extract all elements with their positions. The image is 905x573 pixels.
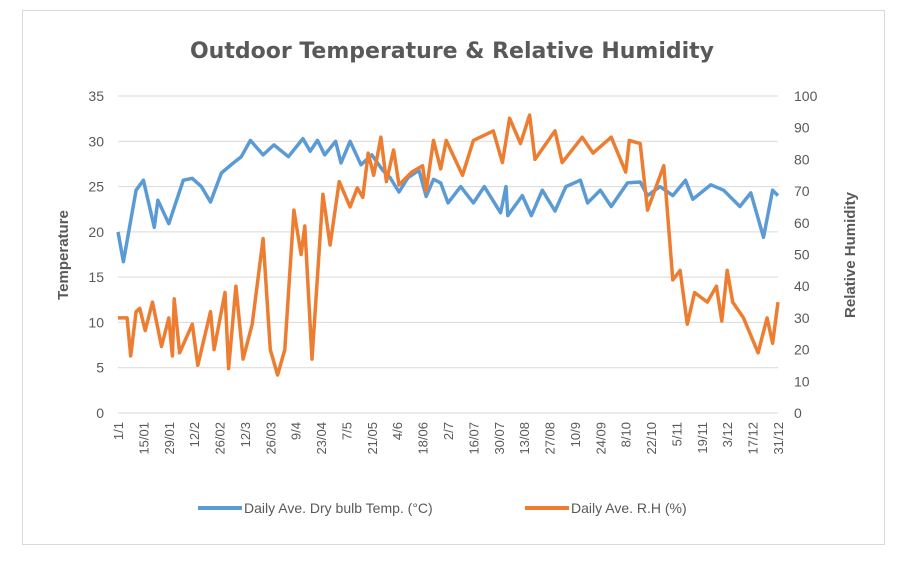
legend-item: Daily Ave. R.H (%) <box>525 500 687 516</box>
y2-tick-label: 60 <box>794 215 810 231</box>
x-tick-label: 1/1 <box>111 422 126 440</box>
y-tick-label: 10 <box>88 314 104 330</box>
legend-label: Daily Ave. Dry bulb Temp. (°C) <box>244 500 433 516</box>
x-tick-label: 18/06 <box>416 422 431 455</box>
legend-item: Daily Ave. Dry bulb Temp. (°C) <box>198 500 433 516</box>
x-tick-label: 19/11 <box>695 422 710 454</box>
x-tick-label: 4/6 <box>390 422 405 440</box>
y2-tick-label: 10 <box>794 373 810 389</box>
x-tick-label: 26/03 <box>263 422 278 455</box>
series-lines <box>116 113 780 377</box>
y-tick-label: 35 <box>88 88 104 104</box>
x-tick-label: 8/10 <box>619 422 634 447</box>
x-tick-label: 23/04 <box>314 422 329 455</box>
y2-tick-label: 50 <box>794 247 810 263</box>
y-tick-label: 5 <box>96 360 104 376</box>
x-tick-label: 21/05 <box>365 422 380 455</box>
y2-tick-label: 40 <box>794 278 810 294</box>
x-tick-label: 24/09 <box>593 422 608 455</box>
y-tick-label: 30 <box>88 133 104 149</box>
x-tick-label: 29/01 <box>162 422 177 455</box>
series-line-humidity <box>118 113 780 377</box>
x-tick-label: 22/10 <box>644 422 659 455</box>
x-tick-label: 7/5 <box>339 422 354 440</box>
x-tick-label: 15/01 <box>136 422 151 455</box>
legend: Daily Ave. Dry bulb Temp. (°C) Daily Ave.… <box>198 500 687 516</box>
x-tick-label: 5/11 <box>669 422 684 446</box>
x-tick-label: 10/9 <box>568 422 583 447</box>
x-tick-label: 27/08 <box>543 422 558 455</box>
y2-tick-label: 70 <box>794 183 810 199</box>
x-axis: 1/1 15/01 29/01 12/2 26/02 12/3 26/03 9/4 23/04 7… <box>111 422 786 455</box>
y-tick-label: 20 <box>88 224 104 240</box>
x-tick-label: 26/02 <box>213 422 228 455</box>
x-tick-label: 16/07 <box>466 422 481 455</box>
y-tick-label: 25 <box>88 179 104 195</box>
y-axis-right: 0 10 20 30 40 50 60 70 80 90 100 <box>794 88 818 421</box>
y2-tick-label: 100 <box>794 88 818 104</box>
x-tick-label: 9/4 <box>289 422 304 440</box>
y-axis-title: Temperature <box>55 210 72 300</box>
x-tick-label: 12/2 <box>187 422 202 447</box>
y-tick-label: 0 <box>96 405 104 421</box>
chart-title: Outdoor Temperature & Relative Humidity <box>190 39 714 64</box>
y2-tick-label: 30 <box>794 310 810 326</box>
legend-label: Daily Ave. R.H (%) <box>571 500 687 516</box>
x-tick-label: 13/08 <box>517 422 532 455</box>
y2-tick-label: 80 <box>794 151 810 167</box>
x-tick-label: 2/7 <box>441 422 456 440</box>
y-tick-label: 15 <box>88 269 104 285</box>
y2-tick-label: 90 <box>794 120 810 136</box>
y2-tick-label: 0 <box>794 405 802 421</box>
x-tick-label: 3/12 <box>720 422 735 447</box>
y2-axis-title: Relative Humidity <box>842 191 859 318</box>
x-tick-label: 31/12 <box>771 422 786 455</box>
y-axis-left: 0 5 10 15 20 25 30 35 <box>88 88 104 421</box>
y2-tick-label: 20 <box>794 342 810 358</box>
x-tick-label: 12/3 <box>238 422 253 447</box>
x-tick-label: 30/07 <box>492 422 507 455</box>
series-line-temperature <box>116 136 780 264</box>
x-tick-label: 17/12 <box>746 422 761 455</box>
